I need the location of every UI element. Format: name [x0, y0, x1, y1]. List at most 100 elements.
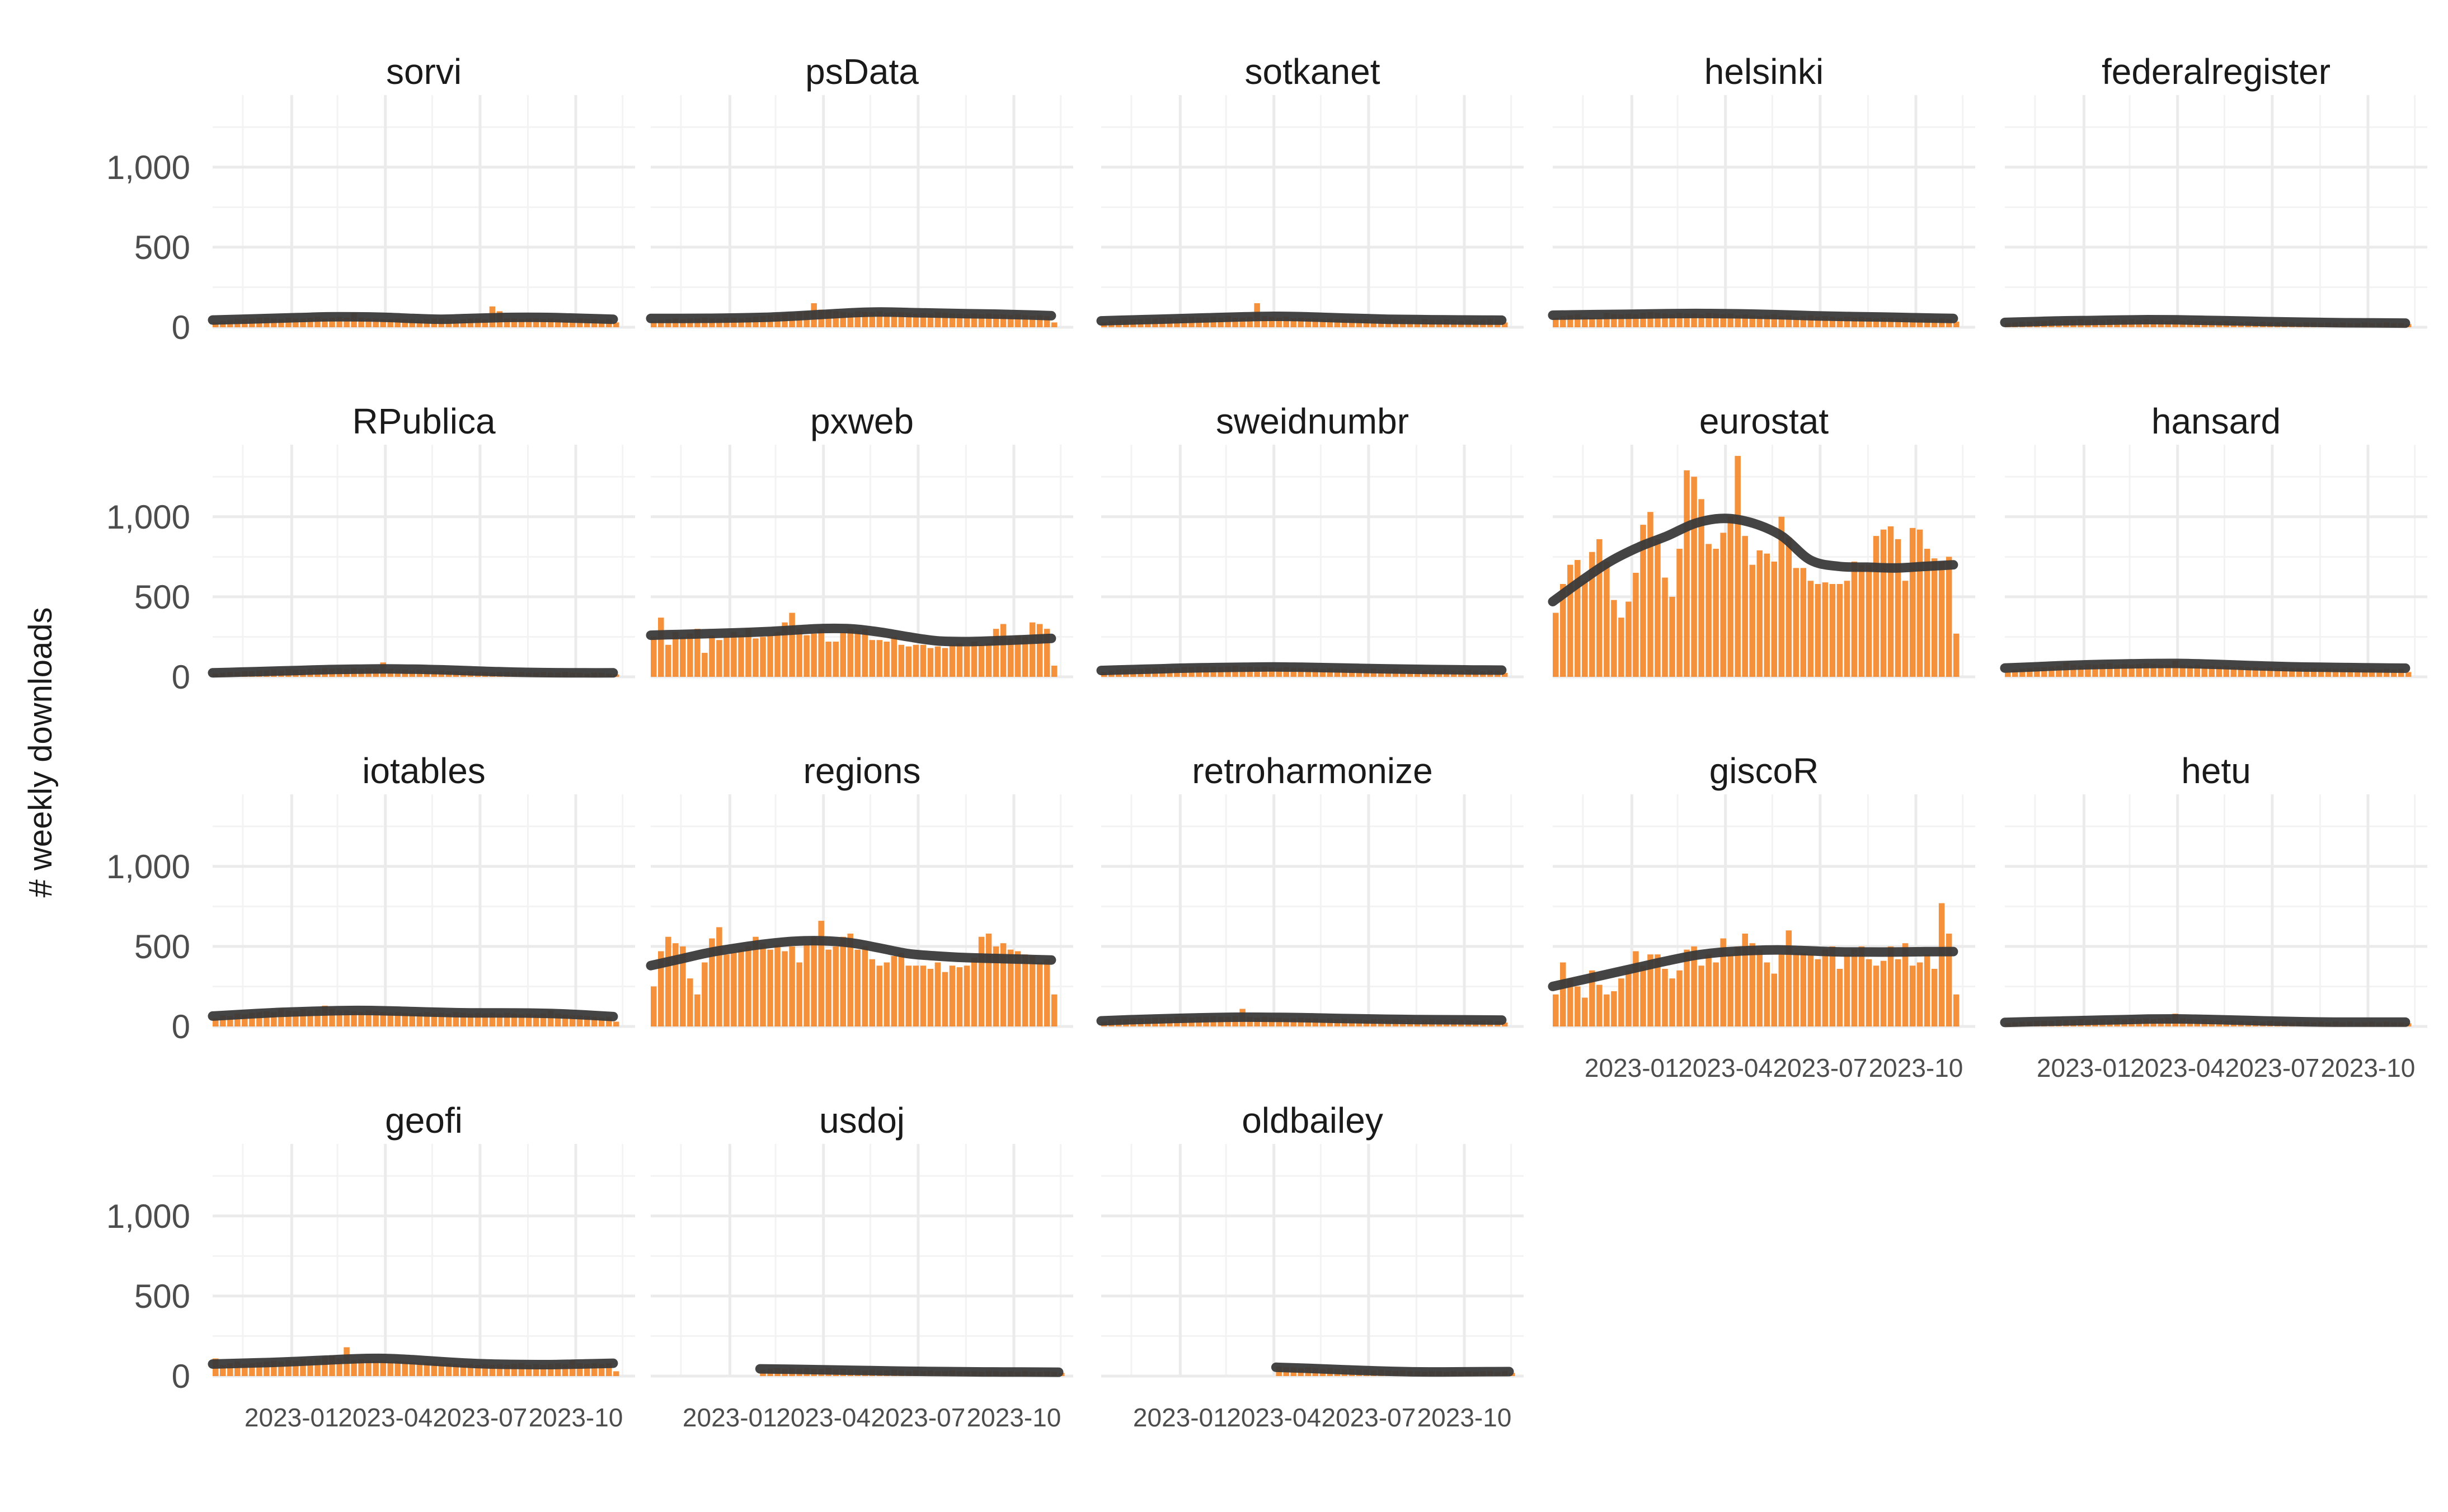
bar — [876, 640, 883, 677]
bar — [862, 629, 868, 677]
x-tick-label: 2023-07 — [433, 1403, 528, 1432]
bar — [394, 318, 401, 327]
bar — [1786, 538, 1792, 677]
bar — [1356, 319, 1362, 327]
bar — [985, 934, 992, 1026]
bar — [1946, 557, 1952, 677]
bar — [300, 1358, 306, 1376]
bar — [1268, 317, 1275, 327]
bar — [1283, 317, 1289, 327]
bar — [1290, 668, 1296, 677]
bar — [1276, 317, 1282, 327]
bar — [1044, 629, 1050, 677]
bar — [1938, 561, 1945, 677]
bar — [1786, 930, 1792, 1026]
bar — [365, 318, 372, 327]
bar — [738, 635, 744, 677]
bar — [380, 319, 386, 327]
bar — [789, 613, 795, 677]
bar — [971, 642, 978, 677]
bar — [993, 314, 999, 327]
panel-title: retroharmonize — [1192, 751, 1432, 791]
bar — [818, 921, 824, 1026]
bar — [1858, 564, 1865, 677]
bar — [2201, 666, 2207, 677]
bar — [2056, 665, 2062, 677]
bar — [584, 1016, 590, 1026]
bar — [1793, 568, 1799, 677]
bar — [782, 622, 788, 677]
bar — [2187, 665, 2193, 677]
bar — [825, 949, 831, 1026]
bar — [409, 1362, 415, 1376]
bar — [409, 319, 415, 327]
bar — [927, 968, 934, 1026]
bar — [489, 1364, 496, 1376]
bar — [738, 949, 744, 1026]
bar — [905, 965, 912, 1026]
bar — [2041, 667, 2047, 677]
bar — [1596, 985, 1603, 1026]
bar — [658, 320, 664, 327]
bar — [1669, 978, 1675, 1026]
bar — [920, 644, 927, 677]
bar — [351, 1360, 357, 1376]
smooth-line — [208, 1353, 618, 1370]
bar — [1239, 317, 1246, 327]
bar — [847, 934, 853, 1026]
bar — [905, 313, 912, 327]
bar — [1764, 962, 1770, 1026]
bar — [920, 313, 927, 327]
bar — [467, 1014, 474, 1026]
bar — [1815, 317, 1821, 327]
bar — [1836, 317, 1843, 327]
bar — [767, 635, 773, 677]
bar — [1742, 314, 1748, 327]
bar — [278, 1362, 284, 1376]
bar — [673, 632, 679, 677]
bar — [1312, 318, 1319, 327]
bar — [1611, 991, 1617, 1026]
panel-title: giscoR — [1709, 751, 1819, 791]
gridlines — [1553, 95, 1975, 329]
panel-title: eurostat — [1699, 401, 1829, 441]
x-tick-label: 2023-07 — [1322, 1403, 1416, 1432]
bar — [964, 314, 970, 327]
bar — [2281, 667, 2288, 677]
bar — [278, 319, 284, 327]
bar — [1625, 601, 1632, 677]
gridlines — [1101, 95, 1524, 329]
bar — [1596, 539, 1603, 677]
bars — [651, 613, 1058, 677]
bar — [394, 1360, 401, 1376]
bar — [658, 951, 664, 1026]
bar — [1851, 561, 1858, 677]
bar — [789, 946, 795, 1026]
bar — [1851, 949, 1858, 1026]
bar — [489, 1012, 496, 1026]
bar — [387, 1362, 393, 1376]
bar — [847, 313, 853, 327]
bar — [1887, 317, 1894, 327]
x-tick-label: 2023-04 — [2130, 1053, 2225, 1082]
bar — [745, 629, 751, 677]
bar — [1720, 938, 1726, 1026]
bar — [1022, 954, 1028, 1026]
bar — [438, 1012, 445, 1026]
panel-title: sotkanet — [1245, 51, 1380, 92]
x-tick-label: 2023-01 — [1585, 1053, 1679, 1082]
bar — [1902, 943, 1909, 1026]
bar — [1633, 572, 1639, 677]
panel-title: federalregister — [2102, 51, 2330, 92]
bar — [1727, 954, 1733, 1026]
bar — [1647, 512, 1653, 677]
bar — [278, 1009, 284, 1026]
bar — [402, 1012, 408, 1026]
bar — [533, 1364, 539, 1376]
bar — [1029, 315, 1036, 327]
bar — [942, 972, 948, 1026]
bar — [314, 317, 321, 327]
bar — [1953, 994, 1960, 1026]
bar — [1931, 319, 1938, 327]
bar — [1749, 315, 1755, 327]
